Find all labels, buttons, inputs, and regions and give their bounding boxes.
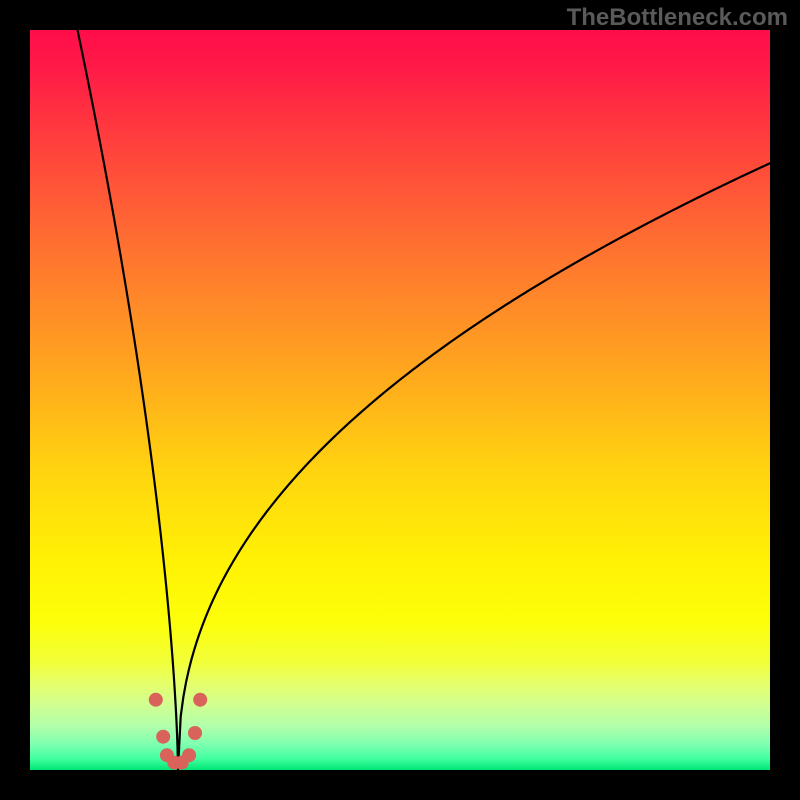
curve-marker: [182, 748, 196, 762]
plot-area: [30, 30, 770, 770]
bottleneck-curve-layer: [30, 30, 770, 770]
curve-marker: [193, 693, 207, 707]
curve-marker: [188, 726, 202, 740]
watermark-text: TheBottleneck.com: [567, 4, 788, 32]
bottleneck-curve: [74, 30, 770, 770]
curve-marker: [156, 730, 170, 744]
curve-marker: [149, 693, 163, 707]
